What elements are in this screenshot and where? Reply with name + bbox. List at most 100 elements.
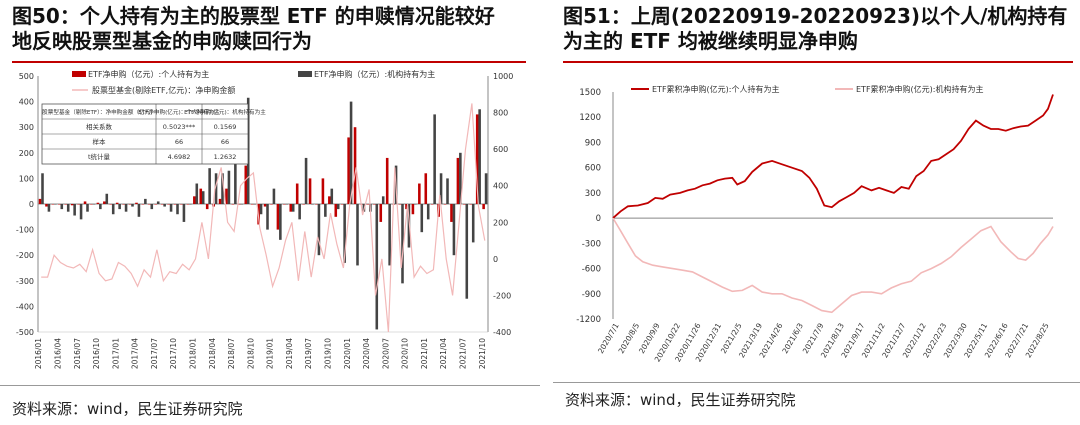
- figure-50-dark-bar: [381, 196, 385, 204]
- figure-51-y-tick-label: 1500: [579, 88, 601, 98]
- figure-51-title-line1: 图51：上周(20220919-20220923)以个人/机构持有: [563, 4, 1068, 28]
- figure-50-red-bar: [340, 204, 344, 205]
- figure-50-red-bar: [225, 188, 228, 204]
- figure-50-panel: 图50：个人持有为主的股票型 ETF 的申赎情况能较好 地反映股票型基金的申购赎…: [0, 4, 540, 418]
- figure-50-dark-bar: [471, 204, 475, 243]
- figure-50-legend-dark-label: ETF净申购（亿元）:机构持有为主: [314, 69, 435, 79]
- figure-50-red-bar: [205, 204, 209, 210]
- figure-50-red-bar: [456, 157, 460, 204]
- figure-50-dark-bar: [234, 150, 237, 204]
- figure-50-red-bar: [135, 202, 138, 204]
- figure-50-red-bar: [83, 201, 87, 204]
- figure-51-y-tick-label: 1200: [579, 113, 601, 123]
- figure-50-red-bar: [186, 204, 190, 205]
- figure-50-title-line2: 地反映股票型基金的申购赎回行为: [12, 29, 312, 53]
- figure-50-dark-bar: [221, 173, 224, 204]
- figure-50-dark-bar: [99, 204, 102, 210]
- figure-50-left-tick-label: -300: [16, 277, 34, 286]
- figure-50-dark-bar: [253, 204, 256, 205]
- figure-51-red-line: [612, 94, 1054, 219]
- figure-50-x-tick-label: 2018/01: [189, 338, 198, 369]
- figure-50-dark-bar: [336, 204, 340, 210]
- figure-50-x-tick-label: 2018/04: [208, 338, 217, 369]
- figure-50-legend-red-label: ETF净申购（亿元）:个人持有为主: [88, 69, 209, 79]
- figure-50-red-bar: [424, 173, 428, 204]
- figure-50-table-cell: 0.5023***: [163, 123, 196, 131]
- figure-50-dark-bar: [285, 204, 289, 205]
- figure-50-left-tick-label: 200: [19, 149, 34, 158]
- figure-50-dark-bar: [356, 204, 359, 266]
- figure-50-dark-bar: [414, 204, 417, 205]
- figure-50-red-bar: [64, 204, 68, 205]
- figure-50-red-bar: [70, 204, 74, 206]
- figure-50-red-bar: [353, 127, 357, 204]
- figure-50-red-bar: [450, 204, 453, 222]
- figure-50-source: 资料来源：wind，民生证券研究院: [12, 400, 243, 418]
- figure-51-axes: -1200-900-600-3000300600900120015002020/…: [576, 88, 1053, 363]
- figure-50-table-cell: 4.6982: [168, 153, 191, 161]
- figure-50-red-bar: [180, 204, 183, 205]
- figure-50-red-bar: [295, 183, 299, 204]
- figure-50-red-bar: [366, 204, 370, 205]
- figure-50-red-bar: [218, 198, 222, 204]
- figure-51-y-tick-label: -300: [582, 239, 601, 249]
- figure-50-x-tick-label: 2019/01: [266, 338, 275, 369]
- figure-50-dark-bar: [47, 204, 51, 212]
- figure-50-red-bar: [289, 204, 293, 212]
- figure-50-red-bar: [443, 204, 447, 205]
- figure-50-red-bar: [115, 202, 119, 204]
- figure-50-red-bar: [238, 204, 241, 205]
- figure-50-dark-bar: [459, 152, 462, 204]
- figure-50-dark-bar: [439, 173, 443, 204]
- figure-50-bottom-rule: [0, 385, 540, 386]
- figure-50-x-tick-label: 2021/07: [459, 338, 468, 369]
- figure-50-x-tick-label: 2016/04: [54, 338, 63, 369]
- figure-50-dark-bar: [272, 188, 276, 204]
- figure-50-red-bar: [109, 204, 113, 205]
- figure-51-lines: [612, 94, 1054, 314]
- figure-50-axes: -500 -400 -300 -200 -100 0 100 200 300 400 500 -400…: [16, 72, 514, 369]
- figure-50-dark-bar: [484, 173, 488, 204]
- figure-50-red-bar: [379, 204, 383, 222]
- figure-50-dark-bar: [343, 204, 346, 263]
- figure-51-y-tick-label: 300: [585, 189, 601, 199]
- figure-50-left-tick-label: 500: [19, 72, 34, 81]
- figure-50-red-bar: [270, 204, 273, 205]
- figure-50-table-cell: 0.1569: [214, 123, 237, 131]
- figure-50-dark-bar: [291, 204, 295, 212]
- figure-50-left-tick-label: 300: [19, 123, 34, 132]
- figure-50-red-bar: [231, 204, 235, 205]
- figure-50-red-bar: [199, 188, 203, 204]
- figure-51-source: 资料来源：wind，民生证券研究院: [565, 391, 796, 409]
- figure-50-dark-bar: [79, 204, 83, 220]
- figure-50-red-bar: [160, 204, 164, 205]
- figure-51-title-rule: [563, 61, 1073, 63]
- figure-50-dark-bar: [304, 157, 308, 204]
- figure-50-dark-bar: [401, 204, 404, 284]
- figure-51-pink-line: [612, 217, 1054, 314]
- figure-50-right-tick-label: 400: [493, 182, 508, 191]
- figure-50-dark-bar: [60, 204, 64, 210]
- figure-51-legend-pink-label: ETF累积净申购(亿元):机构持有为主: [856, 84, 983, 94]
- figure-50-dark-bar: [478, 109, 481, 204]
- figure-51-title-line2: 为主的 ETF 均被继续明显净申购: [563, 29, 858, 53]
- figure-50-dark-bar: [420, 204, 424, 233]
- figure-50-x-tick-label: 2020/04: [362, 338, 371, 369]
- figure-51-legend: ETF累积净申购(亿元):个人持有为主 ETF累积净申购(亿元):机构持有为主: [631, 84, 983, 94]
- figure-50-red-bar: [463, 204, 466, 205]
- figure-50-dark-bar: [111, 204, 115, 215]
- figure-50-dark-bar: [195, 183, 199, 204]
- figure-50-red-bar: [302, 204, 305, 205]
- figure-51-legend-red-label: ETF累积净申购(亿元):个人持有为主: [652, 84, 779, 94]
- figure-50-legend-pink-label: 股票型基金(剔除ETF,亿元)：净申购金额: [92, 85, 235, 95]
- figure-50-red-bar: [154, 204, 158, 205]
- figure-50-red-bar: [193, 196, 196, 204]
- figure-50-dark-bar: [201, 191, 205, 204]
- figure-50-dark-bar: [86, 204, 89, 212]
- figure-51-y-tick-label: -900: [582, 290, 601, 300]
- figure-50-table-header-cell: ETF净申购(亿元)：个人持有为主: [138, 108, 220, 116]
- figure-50-x-tick-label: 2016/01: [34, 338, 43, 369]
- figure-50-red-bar: [283, 204, 286, 205]
- figure-50-right-tick-label: 800: [493, 109, 508, 118]
- figure-50-title: 图50：个人持有为主的股票型 ETF 的申赎情况能较好 地反映股票型基金的申购赎…: [12, 4, 495, 54]
